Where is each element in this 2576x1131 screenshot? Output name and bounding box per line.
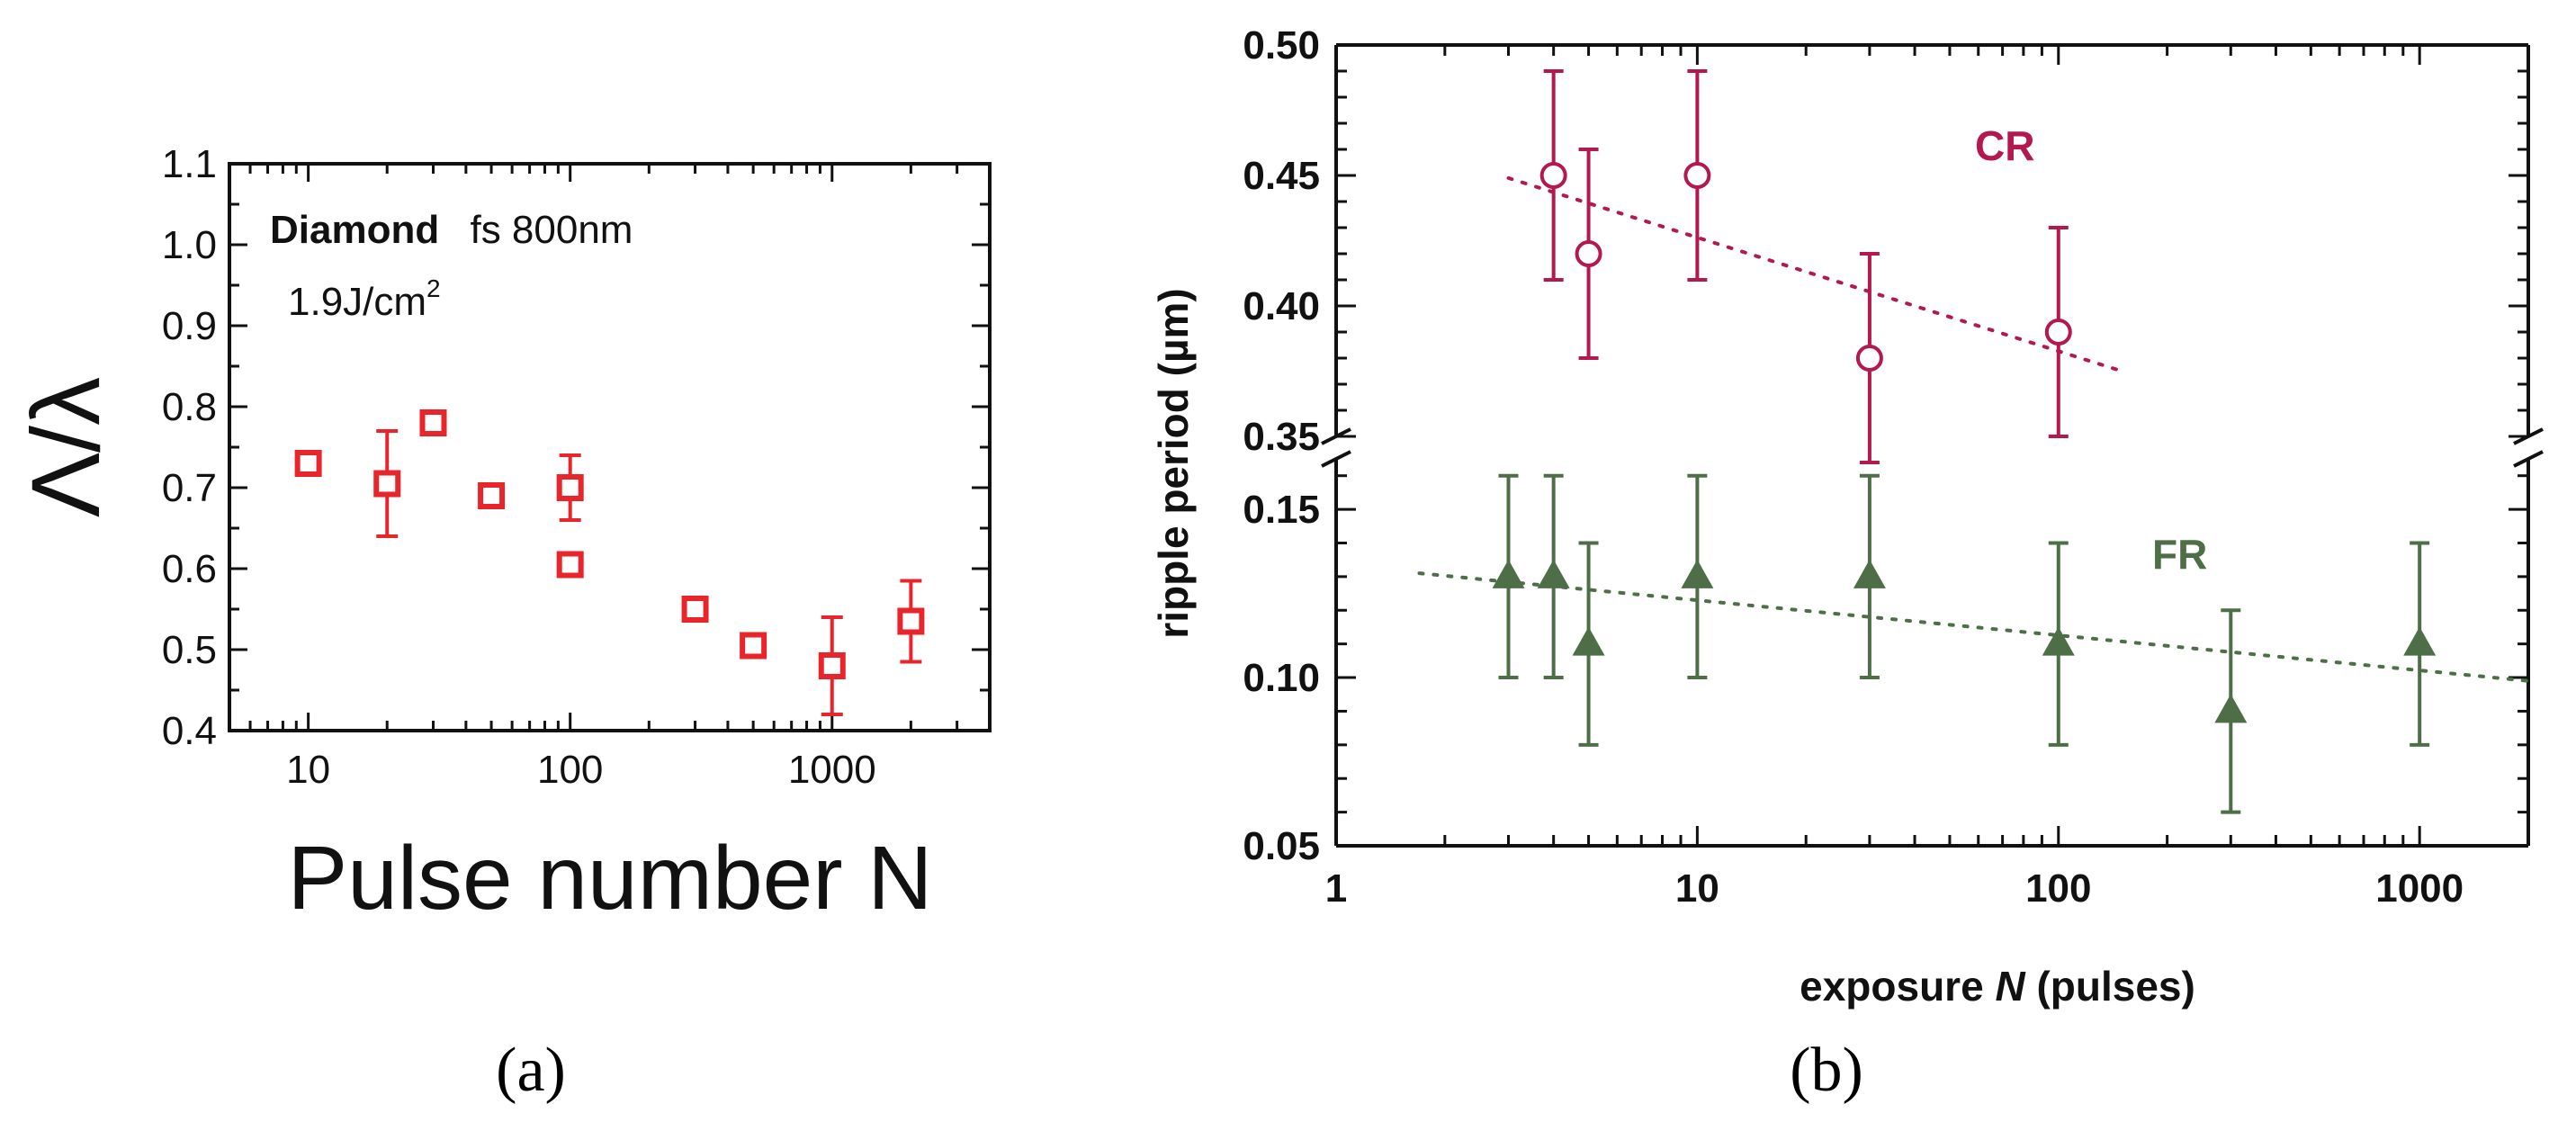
panel-a-y-tick-label: 0.9 xyxy=(162,304,217,348)
panel-b-axis-break-left xyxy=(1321,427,1351,468)
data-point-fr xyxy=(2214,694,2248,723)
panel-b-x-label-italic: N xyxy=(1995,963,2025,1010)
panel-a-data-point xyxy=(897,607,925,635)
panel-b-lower-y-tick-label: 0.10 xyxy=(1243,656,1320,700)
panel-a-x-tick-label: 10 xyxy=(286,748,330,792)
panel-a-data-point xyxy=(419,409,447,436)
data-point-cr xyxy=(1575,240,1602,267)
data-point-fr xyxy=(1572,626,1605,656)
panel-a-fluence-sup: 2 xyxy=(426,274,441,302)
data-point-fr xyxy=(1681,559,1714,588)
panel-b-upper-y-tick-label: 0.50 xyxy=(1243,23,1320,67)
panel-a-y-tick-label: 0.7 xyxy=(162,466,217,510)
panel-a-annotation-rest: fs 800nm xyxy=(470,208,633,252)
panel-a-data-point xyxy=(373,470,401,498)
panel-a-y-label: Λ/λ xyxy=(11,377,120,517)
series-label-cr: CR xyxy=(1975,122,2034,169)
data-point-fr xyxy=(1492,559,1525,588)
panel-a-data-point xyxy=(556,551,584,579)
panel-a-data-point xyxy=(478,482,506,509)
data-point-cr xyxy=(1855,345,1883,372)
data-point-fr xyxy=(1853,559,1886,588)
panel-a-annotation-fluence: 1.9J/cm2 xyxy=(288,274,441,324)
panel-b-label: (b) xyxy=(1790,1036,1863,1105)
panel-a-y-tick-label: 1.0 xyxy=(162,223,217,267)
panel-a-y-tick-label: 0.4 xyxy=(162,709,217,753)
data-point-fr xyxy=(1537,559,1570,588)
panel-b-x-label-pre: exposure xyxy=(1800,963,1995,1010)
panel-b-x-tick-label: 1000 xyxy=(2375,866,2464,911)
panel-a-annotation-bold: Diamond xyxy=(270,208,439,252)
panel-b-upper-y-tick-label: 0.40 xyxy=(1243,284,1320,328)
data-point-fr xyxy=(2403,626,2437,656)
panel-a-x-label: Pulse number N xyxy=(288,828,933,929)
panel-a-fluence-base: 1.9J/cm xyxy=(288,280,426,324)
panel-b-x-tick-label: 100 xyxy=(2025,866,2091,911)
panel-b-x-tick-label: 1 xyxy=(1325,866,1347,911)
panel-a-y-tick-label: 0.8 xyxy=(162,385,217,429)
panel-b-x-label: exposure N (pulses) xyxy=(1800,963,2195,1010)
panel-b-y-label: ripple period (µm) xyxy=(1150,288,1197,638)
panel-b-x-label-post: (pulses) xyxy=(2025,963,2195,1010)
panel-b-lower-y-tick-label: 0.05 xyxy=(1243,824,1320,868)
data-point-cr xyxy=(1683,162,1711,189)
data-point-cr xyxy=(1539,162,1567,189)
panel-b-upper-y-tick-label: 0.45 xyxy=(1243,154,1320,198)
panel-a-y-tick-label: 0.5 xyxy=(162,628,217,672)
panel-a-y-tick-label: 1.1 xyxy=(162,142,217,186)
panel-b-lower-y-tick-label: 0.15 xyxy=(1243,488,1320,532)
panel-a: 10 100 1000 0.4 0.5 0.6 0.7 0.8 0.9 1.0 1.1 Diamon… xyxy=(11,142,992,1105)
panel-a-label: (a) xyxy=(496,1036,566,1105)
panel-b-axis-break-right xyxy=(2513,427,2544,468)
panel-a-data-point xyxy=(818,652,846,679)
data-point-fr xyxy=(2042,626,2075,656)
panel-a-x-tick-label: 100 xyxy=(537,748,603,792)
trend-line-cr xyxy=(1506,175,2124,373)
series-label-fr: FR xyxy=(2152,531,2207,578)
panel-a-data-point xyxy=(556,474,584,501)
panel-a-data-point xyxy=(294,450,322,477)
trend-line-fr xyxy=(1417,571,2530,683)
panel-a-y-tick-label: 0.6 xyxy=(162,547,217,591)
panel-a-x-tick-label: 1000 xyxy=(788,748,876,792)
panel-b: 1 10 100 1000 0.35 0.40 0.45 0.50 0.05 0.10 0.15 C… xyxy=(1150,23,2544,1105)
panel-a-data-point xyxy=(740,632,767,660)
panel-b-x-tick-label: 10 xyxy=(1675,866,1719,911)
panel-a-data-point xyxy=(681,596,709,623)
panel-a-annotation-material: Diamond fs 800nm xyxy=(270,208,633,252)
panel-b-upper-y-tick-label: 0.35 xyxy=(1243,415,1320,459)
data-point-cr xyxy=(2044,319,2072,346)
